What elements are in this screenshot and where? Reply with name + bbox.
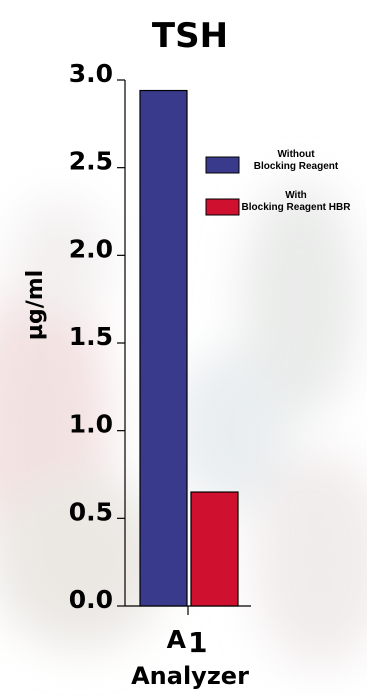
y-axis-label: µg/ml xyxy=(23,270,48,340)
x-category-label: A1 xyxy=(167,625,208,659)
legend-label: Blocking Reagent xyxy=(254,161,339,172)
legend-label: With xyxy=(285,190,307,201)
y-tick-label: 1.5 xyxy=(69,322,113,351)
y-tick-label: 2.0 xyxy=(69,234,113,263)
bar-with-blocking-reagent-hbr xyxy=(190,491,239,607)
x-category-label-digit: 1 xyxy=(188,626,207,659)
bars-group xyxy=(139,89,239,607)
y-tick-label: 3.0 xyxy=(69,59,113,88)
legend-swatch xyxy=(205,156,240,174)
bar-without-blocking-reagent xyxy=(139,89,188,607)
chart-title: TSH xyxy=(152,16,228,56)
y-tick-label: 1.0 xyxy=(69,410,113,439)
x-axis-label: Analyzer xyxy=(131,662,249,690)
legend-label: Blocking Reagent HBR xyxy=(242,202,352,213)
legend-swatch xyxy=(205,198,240,216)
legend-label: Without xyxy=(277,149,315,160)
y-axis-ticks: 0.0 0.5 1.0 1.5 2.0 2.5 3.0 xyxy=(69,59,125,614)
y-tick-label: 2.5 xyxy=(69,147,113,176)
y-tick-label: 0.0 xyxy=(69,585,113,614)
x-category-label-letter: A xyxy=(167,625,187,654)
y-tick-label: 0.5 xyxy=(69,497,113,526)
